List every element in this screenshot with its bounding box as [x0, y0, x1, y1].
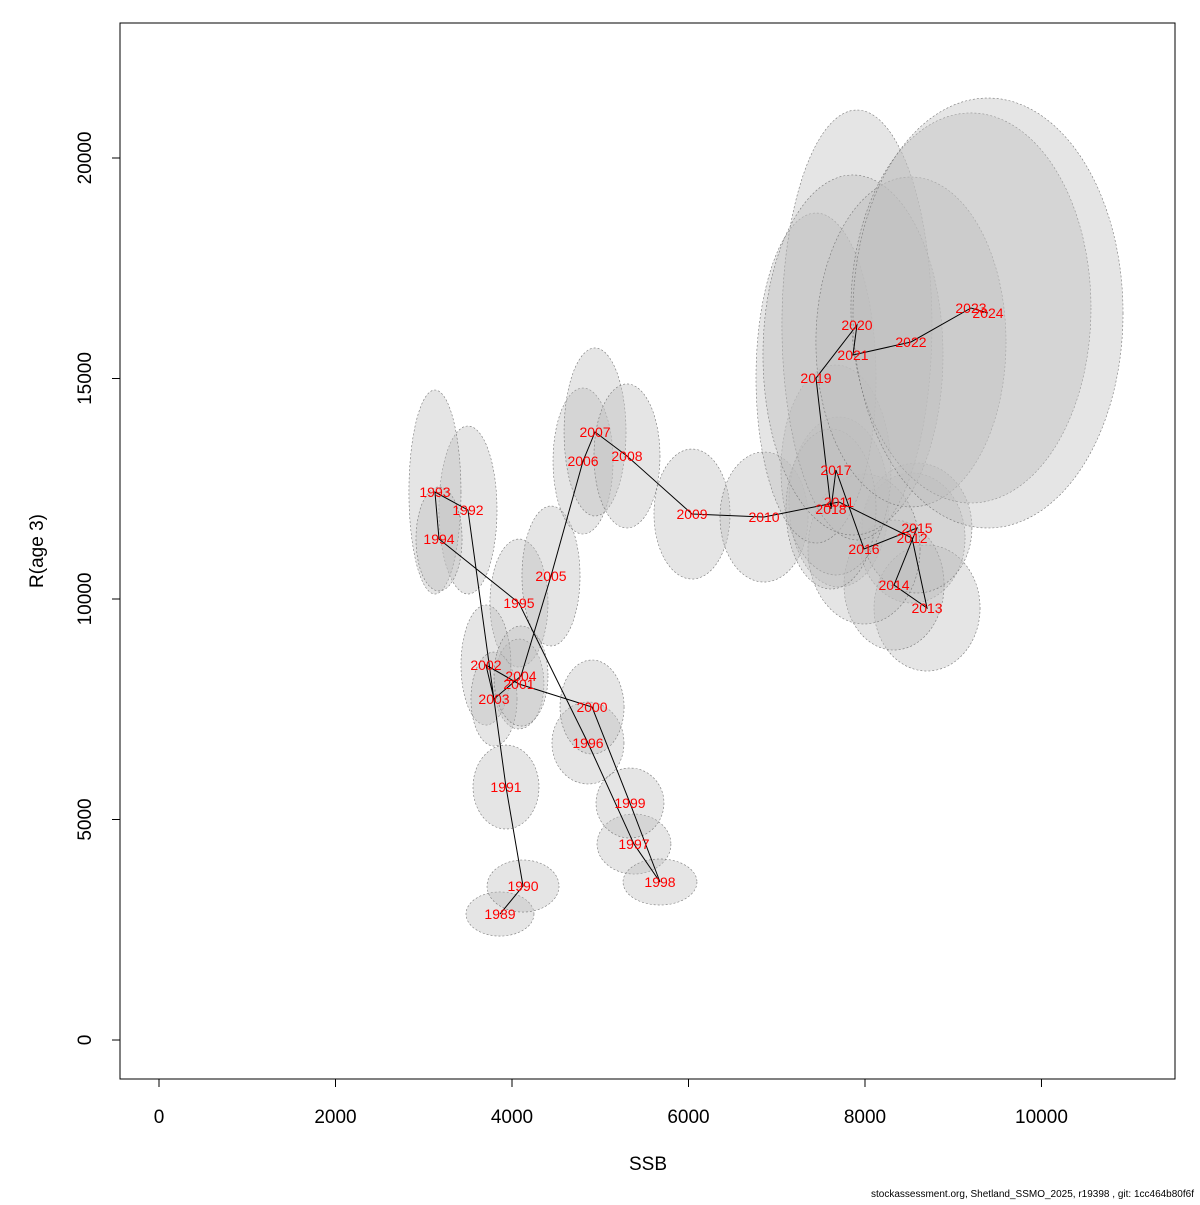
x-tick-label: 8000: [844, 1107, 886, 1128]
year-label: 2009: [676, 506, 707, 522]
year-label: 2004: [505, 668, 536, 684]
year-label: 2011: [824, 494, 854, 510]
year-label: 1997: [618, 836, 649, 852]
year-label: 2006: [567, 453, 598, 469]
year-label: 1989: [484, 906, 515, 922]
year-label: 2005: [535, 568, 566, 584]
y-tick-label: 5000: [75, 798, 96, 840]
year-label: 2018: [815, 501, 846, 517]
year-label: 2024: [972, 305, 1003, 321]
year-label: 2010: [748, 509, 779, 525]
y-tick-label: 15000: [75, 352, 96, 405]
x-tick-label: 6000: [667, 1107, 709, 1128]
year-label: 1991: [490, 779, 521, 795]
x-axis-label: SSB: [629, 1154, 667, 1175]
year-label: 1992: [452, 502, 483, 518]
year-label: 1996: [572, 735, 603, 751]
footer: stockassessment.org, Shetland_SSMO_2025,…: [871, 1189, 1194, 1200]
year-label: 2022: [895, 334, 926, 350]
year-label: 2003: [478, 691, 509, 707]
year-label: 1993: [419, 484, 450, 500]
year-label: 2021: [837, 347, 868, 363]
trajectory-line: [434, 307, 989, 915]
year-label: 2008: [611, 448, 642, 464]
year-label: 2015: [901, 520, 932, 536]
year-label: 2012: [896, 530, 927, 546]
y-axis-label: R(age 3): [27, 514, 48, 588]
year-label: 2017: [820, 462, 851, 478]
y-tick-label: 0: [75, 1035, 96, 1046]
x-tick-label: 4000: [491, 1107, 533, 1128]
year-label: 2023: [955, 300, 986, 316]
year-label: 2002: [470, 657, 501, 673]
y-tick-label: 20000: [75, 132, 96, 185]
year-label: 1995: [503, 595, 534, 611]
y-tick-label: 10000: [75, 573, 96, 626]
year-label: 2001: [503, 676, 534, 692]
year-label: 2016: [848, 541, 879, 557]
year-label: 2007: [579, 424, 610, 440]
year-label: 1994: [423, 531, 454, 547]
year-label: 2013: [911, 600, 942, 616]
x-tick-label: 2000: [314, 1107, 356, 1128]
year-label: 1998: [644, 874, 675, 890]
year-label: 1990: [507, 878, 538, 894]
x-tick-label: 10000: [1015, 1107, 1068, 1128]
x-tick-label: 0: [154, 1107, 165, 1128]
year-label: 1999: [614, 795, 645, 811]
year-label: 2020: [841, 317, 872, 333]
year-label: 2000: [576, 699, 607, 715]
year-label: 2019: [800, 370, 831, 386]
year-label: 2014: [878, 577, 909, 593]
